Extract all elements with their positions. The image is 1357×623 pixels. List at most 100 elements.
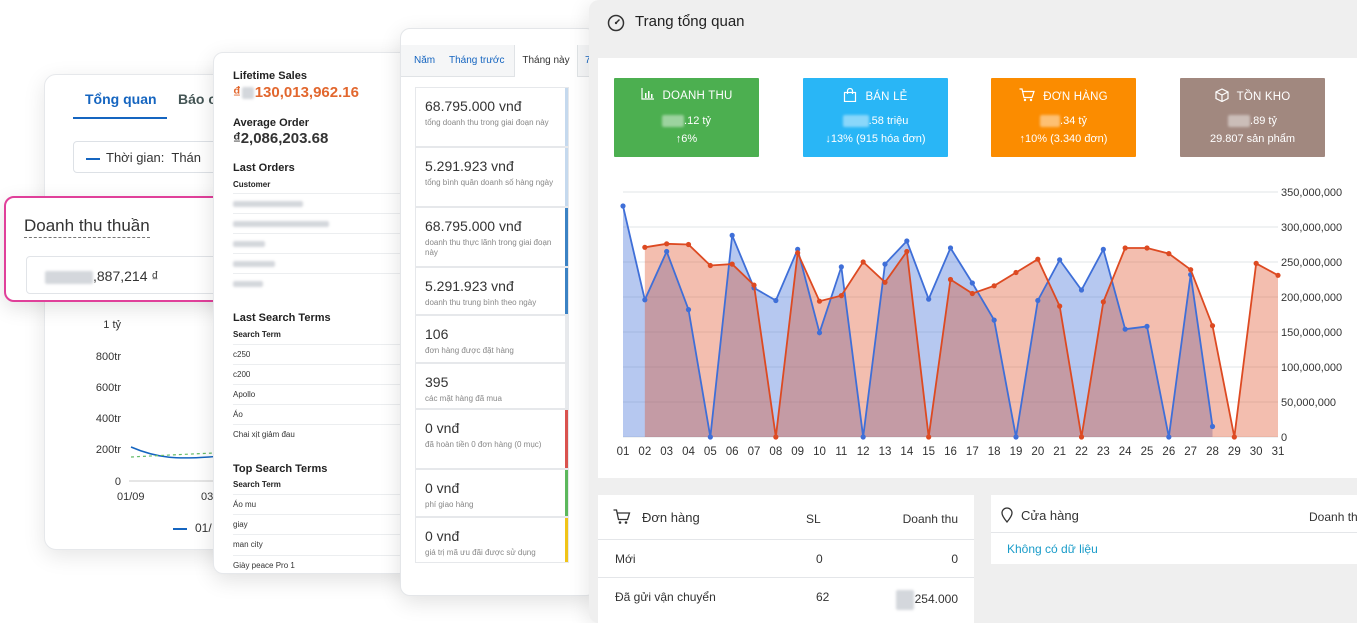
period-report-panel: Năm Tháng trước Tháng này 7 68.795.000 v…	[400, 28, 596, 596]
search-term-column-header: Search Term	[233, 480, 281, 489]
data-point	[816, 330, 823, 336]
data-point	[642, 297, 648, 303]
divider	[598, 577, 974, 578]
cart-icon	[613, 509, 631, 524]
kpi-box: 5.291.923 vnđ tổng bình quân doanh số hàn…	[415, 147, 569, 207]
inventory-card[interactable]: TỒN KHO .89 tỷ 29.807 sản phẩm	[1180, 78, 1325, 157]
store-table-title: Cửa hàng	[1021, 508, 1079, 523]
search-term-row[interactable]: c250	[233, 344, 408, 364]
table-row[interactable]: Đã gửi vận chuyển 62 254.000	[598, 577, 974, 615]
data-point	[904, 248, 910, 255]
x-tick-label: 25	[1141, 446, 1154, 458]
data-point	[860, 259, 866, 265]
report-tabs: Tổng quan Báo c	[45, 75, 343, 121]
data-point	[707, 262, 713, 269]
y-tick-label: 100,000,000	[1281, 362, 1342, 374]
data-point	[707, 434, 713, 440]
data-point	[773, 434, 779, 440]
data-point	[664, 248, 670, 255]
x-tick-label: 29	[1228, 446, 1241, 458]
time-range-select[interactable]: Thời gian: Thán	[73, 141, 343, 173]
kpi-color-bar	[565, 470, 568, 516]
kpi-box: 0 vnđ phí giao hàng	[415, 469, 569, 517]
series-area	[623, 206, 1213, 437]
kpi-color-bar	[565, 410, 568, 468]
x-tick-label: 21	[1053, 446, 1066, 458]
data-point	[1100, 246, 1106, 252]
data-point	[1144, 245, 1150, 251]
search-term-row[interactable]: Giày peace Pro 1	[233, 555, 408, 573]
search-term-row[interactable]: Chai xịt giảm đau	[233, 424, 408, 444]
tab-last-month[interactable]: Tháng trước	[449, 55, 505, 66]
x-tick-label: 24	[1119, 446, 1132, 458]
kpi-description: phí giao hàng	[425, 500, 474, 509]
sales-summary-panel: Lifetime Sales ₫ 130,013,962.16 Average O…	[213, 52, 413, 574]
kpi-color-bar	[565, 268, 568, 314]
redacted-text	[233, 220, 329, 227]
x-tick-label: 14	[900, 446, 913, 458]
search-term-row[interactable]: c200	[233, 364, 408, 384]
data-point	[1035, 256, 1041, 262]
x-tick-label: 26	[1162, 446, 1175, 458]
search-term-row[interactable]: man city	[233, 534, 408, 554]
order-row[interactable]	[233, 193, 408, 213]
tab-this-month[interactable]: Tháng này	[514, 45, 578, 77]
revenue-card[interactable]: DOANH THU .12 tỷ ↑6%	[614, 78, 759, 157]
y-axis-label: 0	[114, 476, 121, 488]
time-label: Thời gian:	[106, 150, 165, 165]
kpi-value: 395	[425, 374, 449, 390]
order-row[interactable]	[233, 253, 408, 273]
top-search-terms-label: Top Search Terms	[233, 463, 328, 475]
store-revenue-column-header: Doanh th	[1309, 510, 1357, 524]
x-axis-label: 03	[201, 491, 214, 503]
kpi-box: 68.795.000 vnđ doanh thu thực lãnh trong …	[415, 207, 569, 267]
card-value: .89 tỷ	[1250, 115, 1277, 127]
kpi-description: các mặt hàng đã mua	[425, 394, 502, 403]
retail-card[interactable]: BÁN LẺ .58 triệu ↓13% (915 hóa đơn)	[803, 78, 948, 157]
x-tick-label: 19	[1010, 446, 1023, 458]
y-tick-label: 300,000,000	[1281, 222, 1342, 234]
cart-icon	[1019, 88, 1036, 102]
kpi-value: 5.291.923 vnđ	[425, 278, 514, 294]
redacted-text	[45, 270, 93, 284]
card-label: BÁN LẺ	[865, 91, 908, 103]
tab-overview[interactable]: Tổng quan	[85, 91, 157, 107]
location-pin-icon	[1001, 507, 1013, 523]
card-change: ↑10% (3.340 đơn)	[1019, 133, 1108, 145]
order-row[interactable]	[233, 233, 408, 253]
table-row[interactable]: Mới 0 0	[598, 539, 974, 577]
kpi-description: doanh thu thực lãnh trong giai đoạn này	[425, 238, 552, 257]
y-axis-label: 1 tỷ	[103, 319, 121, 331]
data-point	[1078, 287, 1085, 293]
page-title: Trang tổng quan	[635, 13, 745, 30]
card-value: .34 tỷ	[1060, 115, 1087, 127]
tab-year[interactable]: Năm	[414, 55, 436, 66]
kpi-description: doanh thu trung bình theo ngày	[425, 298, 537, 307]
x-tick-label: 07	[748, 446, 761, 458]
active-tab-indicator	[73, 117, 167, 119]
tab-report[interactable]: Báo c	[178, 91, 217, 107]
data-point	[685, 307, 692, 313]
kpi-color-bar	[565, 88, 568, 146]
order-row[interactable]	[233, 273, 408, 293]
redacted-text	[1040, 115, 1061, 128]
search-term-row[interactable]: Áo mu	[233, 494, 408, 514]
search-term-row[interactable]: giay	[233, 514, 408, 534]
x-tick-label: 10	[813, 446, 826, 458]
card-change: 29.807 sản phẩm	[1209, 133, 1295, 145]
tab-seven-days[interactable]: 7	[585, 55, 591, 66]
average-order-value: ₫2,086,203.68	[233, 130, 329, 147]
kpi-box: 68.795.000 vnđ tổng doanh thu trong giai …	[415, 87, 569, 147]
kpi-color-bar	[565, 148, 568, 206]
search-term-row[interactable]: Áo	[233, 404, 408, 424]
y-tick-label: 350,000,000	[1281, 187, 1342, 199]
data-point	[729, 261, 735, 267]
data-point	[1166, 434, 1172, 440]
card-value: .58 triệu	[868, 115, 909, 127]
kpi-description: đã hoàn tiền 0 đơn hàng (0 mục)	[425, 440, 542, 449]
orders-card[interactable]: ĐƠN HÀNG .34 tỷ ↑10% (3.340 đơn)	[991, 78, 1136, 157]
order-row[interactable]	[233, 213, 408, 233]
data-point	[1122, 326, 1128, 332]
data-point	[773, 297, 779, 304]
search-term-row[interactable]: Apollo	[233, 384, 408, 404]
